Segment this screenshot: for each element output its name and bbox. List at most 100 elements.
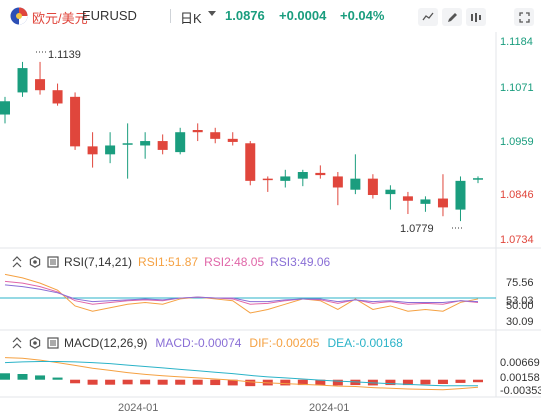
candle-body: [402, 196, 413, 201]
price-tick: 1.1184: [500, 36, 533, 48]
symbol-label: EURUSD: [82, 8, 137, 23]
line-chart-icon: [422, 12, 434, 21]
dif-line: [4, 357, 479, 391]
macd-bar: [227, 379, 238, 386]
macd-bar: [350, 379, 361, 386]
candle-body: [332, 176, 343, 188]
macd-bar: [0, 373, 10, 380]
macd-layer: [0, 357, 483, 391]
price-tick: 1.0734: [500, 234, 534, 246]
chevron-down-icon[interactable]: [208, 11, 216, 16]
macd-tick: -0.00353: [500, 385, 541, 397]
candle-body: [175, 132, 186, 153]
gear-icon[interactable]: [28, 255, 42, 269]
candle-body: [315, 172, 326, 176]
chart-header: 欧元/美元 EURUSD 日K 1.0876 +0.0004 +0.04%: [0, 0, 541, 32]
macd-bar: [105, 379, 116, 385]
candle-body: [105, 145, 116, 155]
settings-button[interactable]: [466, 8, 486, 26]
candle-body: [280, 176, 291, 181]
low-annotation: 1.0779: [400, 223, 434, 235]
candles-layer: [0, 51, 483, 229]
gear-icon[interactable]: [28, 336, 42, 350]
candle-body: [297, 172, 308, 179]
candle-body: [122, 143, 133, 145]
candle-body: [140, 141, 151, 146]
candle-body: [245, 143, 256, 181]
candle-body: [262, 178, 273, 181]
period-selector[interactable]: 日K: [180, 11, 202, 26]
macd-bar: [175, 379, 186, 385]
rsi3-line: [4, 284, 479, 303]
rsi1-value: RSI1:51.87: [138, 255, 199, 269]
macd-bar: [437, 379, 448, 384]
candle-body: [473, 178, 483, 180]
time-tick: 2024-01: [118, 402, 159, 414]
save-icon: [471, 12, 481, 22]
macd-label: MACD(12,26,9): [64, 336, 148, 350]
rsi-legend: RSI(7,14,21) RSI1:51.87 RSI2:48.05 RSI3:…: [0, 253, 330, 271]
rsi2-value: RSI2:48.05: [204, 255, 265, 269]
dif-value: DIF:-0.00205: [249, 336, 320, 350]
macd-bar: [17, 374, 28, 380]
macd-bar: [157, 379, 168, 385]
high-annotation: 1.1139: [48, 49, 81, 61]
macd-bar: [473, 379, 483, 383]
candle-body: [35, 79, 46, 91]
macd-bar: [192, 379, 203, 385]
pair-name: 欧元/美元: [32, 11, 88, 26]
macd-bar: [420, 379, 431, 385]
macd-tick: 0.00158: [500, 372, 540, 384]
candle-body: [157, 141, 168, 150]
candle-body: [0, 101, 10, 115]
price-tick: 1.0846: [500, 189, 534, 201]
price-tick: 1.1071: [500, 82, 534, 94]
candle-body: [87, 146, 98, 155]
expand-icon: [518, 11, 530, 23]
rsi3-value: RSI3:49.06: [270, 255, 331, 269]
header-divider: [170, 9, 171, 23]
macd-bar: [87, 379, 98, 385]
rsi-tick: 30.09: [506, 316, 534, 328]
price-change: +0.0004: [279, 8, 327, 23]
price-tick: 1.0959: [500, 136, 534, 148]
macd-bar: [455, 379, 466, 383]
candle-body: [17, 68, 28, 93]
draw-button[interactable]: [442, 8, 462, 26]
macd-bar: [122, 379, 133, 385]
indicator-button[interactable]: [418, 8, 438, 26]
collapse-icon[interactable]: [10, 336, 24, 350]
macd-bar: [245, 379, 256, 387]
macd-bar: [315, 379, 326, 386]
macd-bar: [35, 375, 46, 380]
macd-bar: [70, 379, 81, 384]
rsi-tick: 75.56: [506, 277, 534, 289]
candle-body: [350, 178, 361, 190]
macd-bar: [140, 379, 151, 385]
rsi-tick: 50.00: [506, 300, 534, 312]
dea-line: [4, 361, 478, 387]
macd-bar: [402, 379, 413, 386]
rsi-layer: [0, 273, 496, 314]
candle-body: [70, 96, 81, 147]
more-icon[interactable]: [46, 336, 60, 350]
macd-tick: 0.00669: [500, 357, 540, 369]
macd-legend: MACD(12,26,9) MACD:-0.00074 DIF:-0.00205…: [0, 334, 403, 352]
rsi1-line: [4, 273, 479, 314]
candle-body: [437, 198, 448, 208]
candle-body: [210, 132, 221, 139]
dea-value: DEA:-0.00168: [327, 336, 403, 350]
price-change-percent: +0.04%: [340, 8, 385, 23]
eu-flag-icon: [10, 7, 28, 25]
fullscreen-button[interactable]: [514, 8, 534, 26]
macd-value: MACD:-0.00074: [155, 336, 242, 350]
more-icon[interactable]: [46, 255, 60, 269]
pencil-icon: [447, 12, 457, 22]
rsi-tick: 53.03: [506, 295, 534, 307]
macd-bar: [52, 377, 63, 380]
macd-bar: [210, 379, 221, 386]
collapse-icon[interactable]: [10, 255, 24, 269]
rsi2-line: [4, 280, 479, 305]
